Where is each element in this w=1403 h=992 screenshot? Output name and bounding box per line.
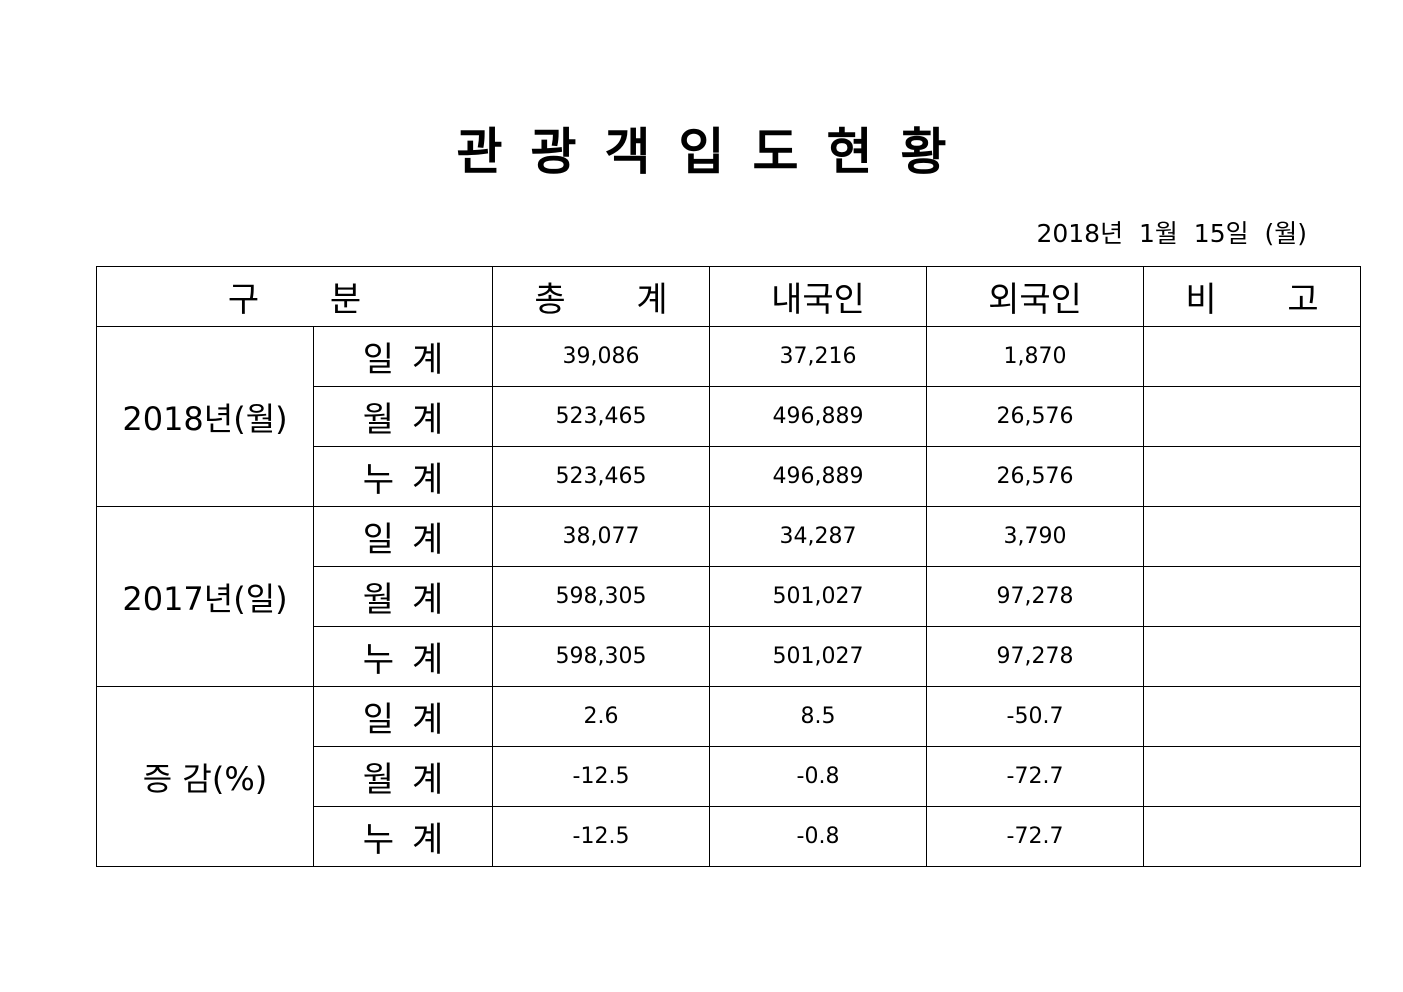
total-cell: -12.5 [492,806,710,867]
foreign-cell: 26,576 [926,386,1144,447]
remarks-cell [1143,386,1361,447]
page-title: 관광객입도현황 [456,123,975,181]
domestic-cell: -0.8 [709,806,927,867]
remarks-cell [1143,746,1361,807]
total-cell: 523,465 [492,386,710,447]
table-row: 누계 523,465 496,889 26,576 [97,446,1361,507]
foreign-cell: 3,790 [926,506,1144,567]
domestic-cell: 496,889 [709,446,927,507]
table-row: 2017년(일) 일계 38,077 34,287 3,790 [96,506,1361,687]
header-row: 구 분 총 계 내국인 외국인 비 고 [96,266,1361,327]
domestic-cell: 8.5 [709,686,927,747]
foreign-cell: 97,278 [926,566,1144,627]
header-category: 구 분 [96,266,493,327]
row-label: 월계 [313,386,493,447]
domestic-cell: -0.8 [709,746,927,807]
header-domestic: 내국인 [709,266,927,327]
remarks-cell [1143,506,1361,567]
tourist-arrivals-table: 구 분 총 계 내국인 외국인 비 고 2018년(월) 일계 39,086 37,2… [96,266,1361,867]
table-row: 누계 -12.5 -0.8 -72.7 [97,806,1361,867]
row-label: 누계 [313,446,493,507]
row-label: 일계 [313,506,493,567]
remarks-cell [1143,326,1361,387]
remarks-cell [1143,686,1361,747]
row-label: 누계 [313,626,493,687]
total-cell: 598,305 [492,626,710,687]
remarks-cell [1143,806,1361,867]
total-cell: 523,465 [492,446,710,507]
domestic-cell: 501,027 [709,566,927,627]
total-cell: -12.5 [492,746,710,807]
foreign-cell: -72.7 [926,746,1144,807]
row-label: 일계 [313,686,493,747]
domestic-cell: 37,216 [709,326,927,387]
foreign-cell: 1,870 [926,326,1144,387]
total-cell: 2.6 [492,686,710,747]
row-label: 월계 [313,746,493,807]
foreign-cell: 26,576 [926,446,1144,507]
remarks-cell [1143,446,1361,507]
domestic-cell: 496,889 [709,386,927,447]
table-row: 월계 -12.5 -0.8 -72.7 [97,746,1361,807]
header-foreign: 외국인 [926,266,1144,327]
table-row: 2018년(월) 일계 39,086 37,216 1,870 [96,326,1361,507]
row-label: 일계 [313,326,493,387]
report-date: 2018년 1월 15일 (월) [1036,219,1307,248]
total-cell: 38,077 [492,506,710,567]
foreign-cell: 97,278 [926,626,1144,687]
foreign-cell: -50.7 [926,686,1144,747]
group-label: 2017년(일) [96,506,314,687]
header-total: 총 계 [492,266,710,327]
header-remarks: 비 고 [1143,266,1361,327]
domestic-cell: 34,287 [709,506,927,567]
group-label: 2018년(월) [96,326,314,507]
total-cell: 598,305 [492,566,710,627]
remarks-cell [1143,566,1361,627]
group-label: 증 감(%) [96,686,314,867]
table-row: 증 감(%) 일계 2.6 8.5 -50.7 [96,686,1361,867]
row-label: 누계 [313,806,493,867]
table-row: 월계 598,305 501,027 97,278 [97,566,1361,627]
domestic-cell: 501,027 [709,626,927,687]
total-cell: 39,086 [492,326,710,387]
row-label: 월계 [313,566,493,627]
foreign-cell: -72.7 [926,806,1144,867]
remarks-cell [1143,626,1361,687]
table-row: 누계 598,305 501,027 97,278 [97,626,1361,687]
